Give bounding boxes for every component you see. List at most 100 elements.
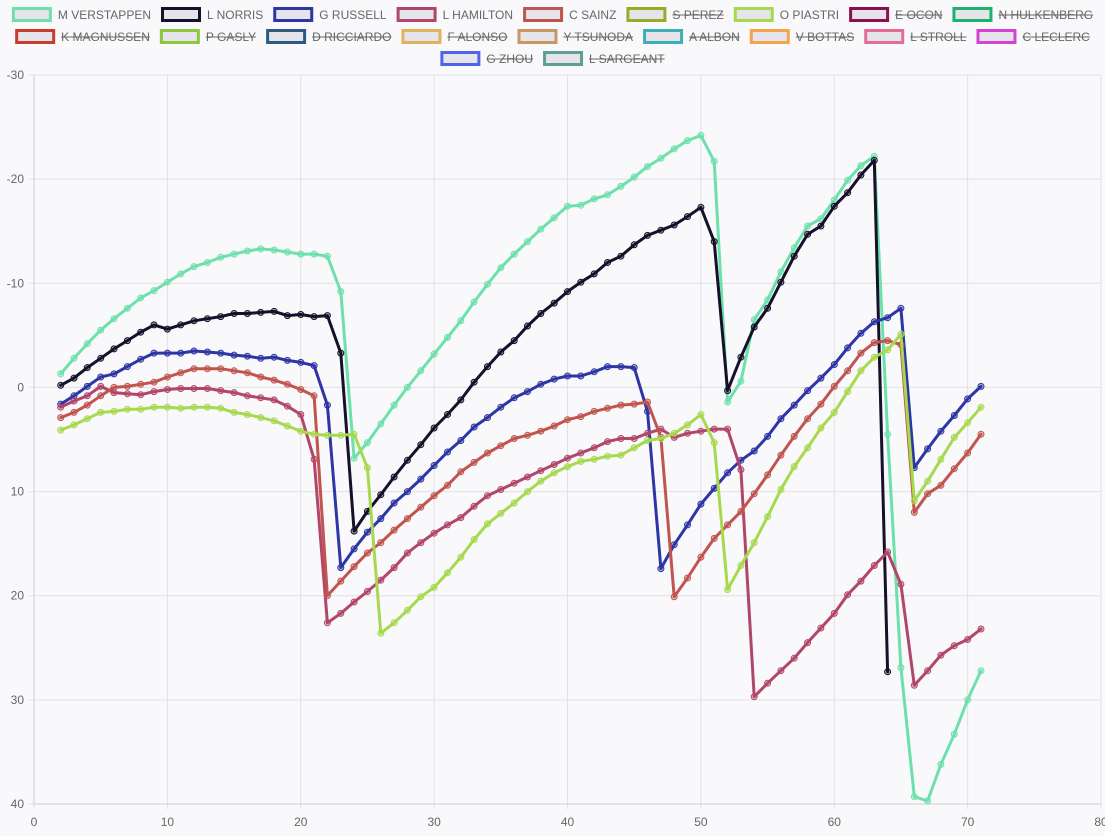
data-point[interactable]: [283, 422, 291, 430]
data-point[interactable]: [590, 455, 598, 463]
data-point[interactable]: [390, 619, 398, 627]
data-point[interactable]: [110, 370, 118, 378]
data-point[interactable]: [297, 311, 305, 318]
data-point[interactable]: [377, 539, 385, 547]
data-point[interactable]: [137, 405, 145, 413]
data-point[interactable]: [257, 354, 265, 362]
data-point[interactable]: [937, 481, 945, 489]
data-point[interactable]: [710, 238, 718, 246]
data-point[interactable]: [590, 368, 598, 376]
data-point[interactable]: [257, 414, 265, 422]
data-point[interactable]: [177, 404, 185, 412]
data-point[interactable]: [977, 403, 985, 411]
data-point[interactable]: [977, 382, 985, 390]
data-point[interactable]: [777, 278, 785, 286]
data-point[interactable]: [924, 445, 932, 453]
data-point[interactable]: [524, 238, 531, 246]
data-point[interactable]: [310, 362, 318, 370]
data-point[interactable]: [684, 429, 691, 437]
data-point[interactable]: [577, 372, 585, 380]
data-point[interactable]: [444, 411, 451, 418]
data-point[interactable]: [110, 407, 118, 415]
data-point[interactable]: [510, 435, 518, 442]
data-point[interactable]: [537, 427, 545, 435]
data-point[interactable]: [337, 609, 345, 617]
data-point[interactable]: [777, 451, 785, 459]
data-point[interactable]: [684, 137, 691, 145]
data-point[interactable]: [230, 408, 238, 416]
data-point[interactable]: [123, 405, 131, 413]
data-point[interactable]: [497, 403, 505, 411]
data-point[interactable]: [350, 598, 358, 606]
data-point[interactable]: [857, 349, 865, 357]
data-point[interactable]: [937, 760, 945, 768]
data-point[interactable]: [83, 364, 91, 372]
legend-item-c-leclerc[interactable]: C LECLERC: [976, 29, 1090, 44]
data-point[interactable]: [897, 664, 905, 672]
data-point[interactable]: [604, 363, 611, 371]
data-point[interactable]: [910, 497, 918, 505]
data-point[interactable]: [724, 425, 732, 433]
data-point[interactable]: [203, 403, 211, 411]
data-point[interactable]: [457, 437, 465, 444]
data-point[interactable]: [564, 463, 571, 471]
data-point[interactable]: [283, 248, 291, 256]
data-point[interactable]: [844, 176, 852, 184]
data-point[interactable]: [684, 213, 691, 221]
data-point[interactable]: [297, 250, 305, 258]
data-point[interactable]: [657, 154, 665, 162]
data-point[interactable]: [310, 455, 318, 463]
legend-item-g-russell[interactable]: G RUSSELL: [273, 7, 387, 22]
data-point[interactable]: [177, 270, 185, 278]
data-point[interactable]: [910, 508, 918, 516]
data-point[interactable]: [270, 417, 278, 425]
data-point[interactable]: [190, 347, 198, 355]
data-point[interactable]: [323, 592, 331, 600]
data-point[interactable]: [57, 426, 65, 434]
data-point[interactable]: [537, 467, 545, 475]
data-point[interactable]: [97, 326, 105, 334]
data-point[interactable]: [310, 313, 318, 321]
data-point[interactable]: [950, 412, 958, 419]
data-point[interactable]: [83, 401, 91, 409]
data-point[interactable]: [163, 373, 171, 381]
data-point[interactable]: [417, 539, 425, 547]
data-point[interactable]: [417, 503, 425, 511]
data-point[interactable]: [790, 654, 798, 662]
data-point[interactable]: [403, 515, 411, 523]
data-point[interactable]: [764, 471, 772, 479]
data-point[interactable]: [737, 377, 745, 385]
data-point[interactable]: [924, 490, 932, 498]
data-point[interactable]: [177, 349, 185, 357]
data-point[interactable]: [817, 215, 825, 223]
data-point[interactable]: [524, 488, 531, 496]
data-point[interactable]: [297, 386, 305, 393]
data-point[interactable]: [377, 515, 385, 523]
data-point[interactable]: [817, 222, 825, 230]
data-point[interactable]: [283, 402, 291, 410]
data-point[interactable]: [390, 401, 398, 409]
data-point[interactable]: [430, 492, 438, 500]
data-point[interactable]: [857, 367, 865, 375]
data-point[interactable]: [817, 424, 825, 432]
data-point[interactable]: [363, 439, 371, 447]
data-point[interactable]: [110, 389, 118, 397]
data-point[interactable]: [123, 382, 131, 390]
data-point[interactable]: [110, 383, 118, 391]
legend-item-l-stroll[interactable]: L STROLL: [864, 29, 967, 44]
data-point[interactable]: [83, 392, 91, 400]
data-point[interactable]: [70, 421, 78, 429]
data-point[interactable]: [724, 586, 732, 593]
legend-item-c-sainz[interactable]: C SAINZ: [523, 7, 617, 22]
data-point[interactable]: [444, 448, 451, 456]
data-point[interactable]: [577, 449, 585, 457]
data-point[interactable]: [323, 252, 331, 260]
data-point[interactable]: [817, 624, 825, 632]
data-point[interactable]: [577, 201, 585, 209]
data-point[interactable]: [444, 481, 451, 489]
data-point[interactable]: [350, 563, 358, 571]
data-point[interactable]: [110, 345, 118, 353]
data-point[interactable]: [750, 323, 758, 331]
data-point[interactable]: [564, 372, 571, 380]
data-point[interactable]: [470, 298, 478, 306]
